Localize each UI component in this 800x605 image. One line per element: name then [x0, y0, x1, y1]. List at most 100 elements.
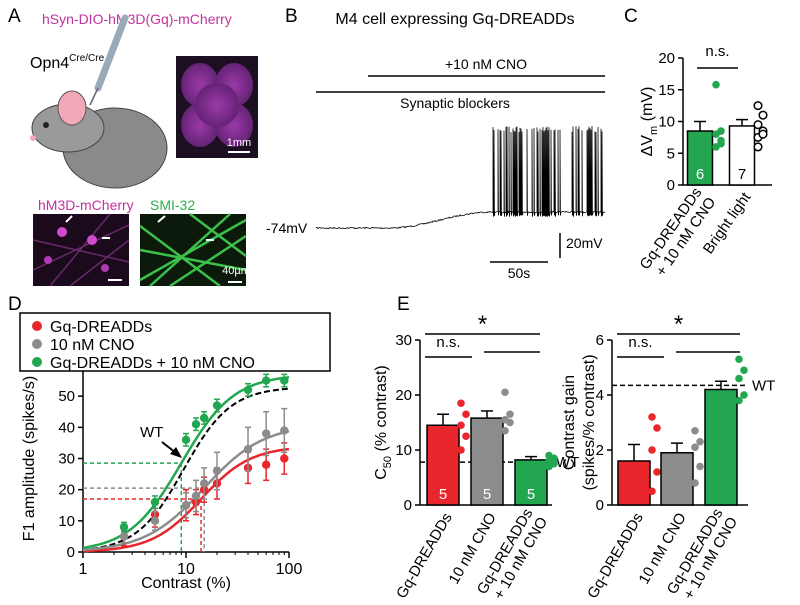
y-tick-label: 2 [596, 442, 604, 459]
x-tick-label: 100 [276, 561, 303, 578]
data-point [191, 420, 201, 429]
n-label: 5 [483, 486, 491, 503]
legend-box [19, 312, 331, 372]
data-point [261, 376, 271, 385]
x-tick-label-group: Gq-DREADDs+ 10 nM CNO [637, 185, 720, 283]
significance-label: * [674, 311, 683, 338]
x-tick-label: 10 [177, 561, 195, 578]
y-axis-label-sub: m [648, 126, 660, 135]
significance-label: n.s. [628, 334, 652, 351]
x-tick-label-group: Gq-DREADDs [584, 510, 647, 602]
y-tick-label: 0 [67, 544, 75, 561]
data-point [462, 410, 470, 419]
bar [617, 460, 651, 506]
x-tick-label-group: Gq-DREADDs [393, 510, 456, 602]
data-point [506, 418, 514, 427]
bar [728, 125, 756, 186]
retina-wholemount [181, 63, 253, 147]
panel-label: B [285, 6, 298, 27]
y-tick-label: 4 [596, 387, 604, 404]
data-point [199, 413, 209, 423]
data-point [261, 460, 271, 469]
legend-marker [32, 339, 42, 349]
y-axis-label: (spikes/% contrast) [581, 354, 598, 490]
y-tick-label: 20 [658, 50, 675, 67]
data-point [280, 454, 289, 463]
bar [660, 452, 694, 506]
y-axis-label-sub: 50 [382, 456, 394, 468]
smi32-image [139, 213, 247, 288]
data-point [696, 437, 704, 446]
error-bar [671, 442, 683, 453]
data-point [501, 388, 509, 397]
y-tick-label: 10 [395, 442, 412, 459]
data-point [212, 466, 222, 476]
data-point [280, 426, 289, 435]
mouse-label: Opn4Cre/Cre [30, 53, 105, 72]
y-axis-label: Contrast gain [561, 375, 578, 470]
n-label: 6 [696, 166, 704, 183]
y-axis-label: F1 amplitude (spikes/s) [21, 376, 38, 541]
data-point [753, 101, 763, 111]
bar [686, 130, 714, 186]
error-bar [525, 455, 537, 460]
legend-label: Gq-DREADDs + 10 nM CNO [50, 355, 255, 372]
y-tick-label: 40 [58, 419, 75, 436]
data-point [191, 491, 201, 501]
error-bar [628, 443, 640, 461]
data-point [758, 110, 768, 120]
reference-fit [82, 387, 290, 551]
y-tick-label: 6 [596, 332, 604, 349]
error-bar [694, 120, 706, 132]
y-axis-label: ΔVm (mV) [639, 87, 660, 157]
y-tick-label: 20 [58, 482, 75, 499]
data-point [696, 462, 704, 471]
scale-label: 40µm [222, 265, 250, 277]
reference-label: WT [752, 377, 775, 394]
drug-label: +10 nM CNO [445, 56, 527, 72]
scale-label: 50s [508, 265, 531, 281]
n-label: 7 [738, 166, 746, 183]
data-point [691, 479, 699, 487]
data-point [648, 413, 656, 421]
bar [470, 417, 504, 506]
y-tick-label: 30 [58, 451, 75, 468]
data-point [181, 501, 191, 510]
y-axis-label-text: (mV) [639, 87, 656, 126]
data-point [740, 366, 748, 375]
data-point [501, 426, 509, 435]
data-point [712, 130, 720, 138]
data-point [712, 80, 720, 89]
data-point [545, 462, 553, 471]
data-point [243, 385, 253, 395]
mouse-genotype: Cre/Cre [69, 53, 104, 64]
voltage-trace [315, 125, 606, 230]
panel-label: A [8, 6, 21, 27]
data-point [457, 421, 465, 430]
x-tick-label: Gq-DREADDs [584, 510, 647, 602]
data-point [506, 410, 514, 419]
panel-label: C [624, 6, 638, 27]
data-point [280, 376, 289, 385]
y-tick-label: 50 [58, 388, 75, 405]
data-point [691, 443, 699, 452]
error-bar [437, 413, 449, 426]
x-tick-label: Gq-DREADDs+ 10 nM CNO [637, 185, 720, 283]
data-point [753, 142, 763, 152]
data-point [735, 374, 743, 383]
x-tick-label: 1 [79, 561, 88, 578]
blocker-label: Synaptic blockers [400, 95, 510, 111]
data-point [119, 532, 129, 541]
error-bar [715, 380, 727, 390]
data-point [758, 129, 768, 139]
mouse-drawing [30, 14, 168, 189]
data-point [150, 497, 160, 507]
panel-label: D [8, 294, 22, 315]
legend-marker [32, 321, 42, 331]
data-point [457, 399, 465, 408]
y-tick-label: 0 [404, 497, 412, 514]
legend-label: Gq-DREADDs [50, 319, 152, 336]
stain-label: hM3D-mCherry [38, 197, 134, 213]
